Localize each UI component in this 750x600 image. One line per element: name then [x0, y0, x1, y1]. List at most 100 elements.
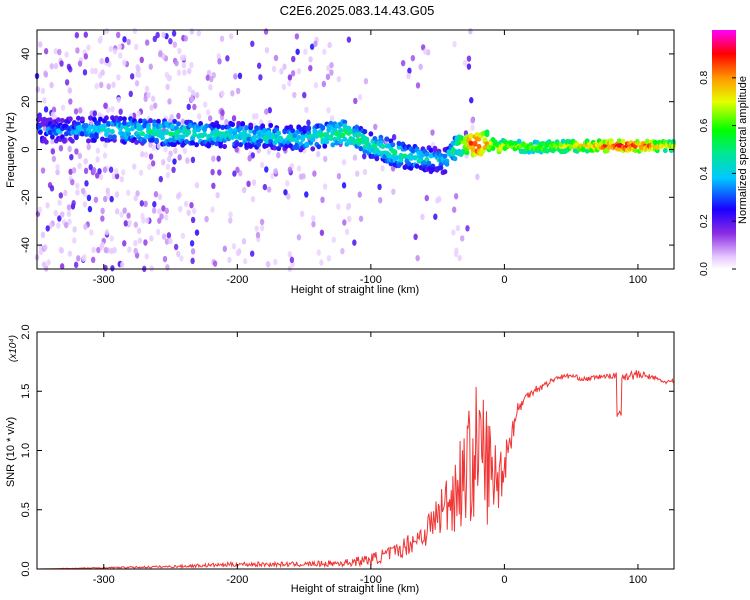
noise-cell [362, 168, 368, 176]
noise-cell [104, 228, 110, 236]
ridge-cell [126, 127, 131, 133]
ridge-cell [430, 166, 436, 173]
noise-cell [144, 39, 150, 46]
ridge-cell [192, 131, 197, 138]
noise-cell [466, 63, 472, 70]
noise-cell [251, 113, 257, 120]
noise-cell [119, 176, 124, 183]
noise-cell [110, 106, 115, 113]
noise-cell [336, 173, 342, 180]
noise-cell [55, 168, 60, 176]
noise-cell [66, 204, 72, 211]
noise-cell [182, 147, 188, 155]
noise-cell [68, 98, 73, 105]
noise-cell [358, 215, 364, 222]
ridge-cell [390, 142, 396, 148]
noise-cell [194, 92, 200, 99]
noise-cell [182, 69, 187, 76]
ridge-cell [266, 133, 272, 139]
noise-cell [357, 94, 363, 101]
noise-cell [228, 211, 233, 218]
y-tick-label: 0.5 [20, 502, 32, 517]
noise-cell [451, 229, 456, 236]
noise-cell [38, 248, 44, 256]
noise-cell [190, 248, 196, 255]
snr-axes: -300 -200 -100 0 100 0.0 0.5 1.0 1.5 2.0 [20, 324, 675, 586]
ridge-cell [396, 144, 402, 150]
noise-cell [175, 193, 181, 200]
ridge-cell [136, 122, 141, 128]
ridge-cell [108, 134, 113, 140]
x-tick-label: -200 [226, 274, 248, 286]
noise-cell [345, 203, 351, 211]
noise-cell [433, 213, 438, 220]
x-tick-label: 0 [501, 574, 507, 586]
ridge-cell [342, 119, 348, 125]
noise-cell [108, 166, 114, 173]
ridge-cell [334, 140, 340, 146]
ridge-cell [238, 142, 244, 148]
ridge-cell [298, 141, 304, 147]
noise-cell [122, 240, 127, 247]
noise-cell [40, 167, 46, 174]
ridge-cell [256, 142, 262, 148]
noise-cell [180, 232, 186, 239]
noise-cell [144, 85, 150, 93]
noise-cell [329, 69, 334, 76]
ridge-cell [358, 146, 364, 152]
noise-cell [150, 160, 156, 167]
ridge-cell [300, 134, 306, 140]
ridge-cell [138, 118, 143, 124]
ridge-cell [304, 141, 310, 147]
ridge-cell [310, 146, 316, 152]
noise-cell [265, 260, 271, 268]
colorbar-ticks: 0.0 0.2 0.4 0.6 0.8 [699, 70, 736, 276]
noise-cell [73, 261, 79, 269]
noise-cell [94, 172, 100, 179]
noise-cell [155, 31, 160, 39]
noise-cell [121, 169, 126, 176]
noise-cell [279, 68, 284, 75]
noise-cell [190, 89, 196, 96]
noise-cell [87, 205, 93, 213]
noise-cell [161, 233, 167, 240]
noise-cell [430, 129, 435, 136]
noise-cell [295, 48, 300, 55]
noise-cell [242, 258, 248, 265]
noise-cell [469, 97, 474, 104]
noise-cell [89, 229, 94, 236]
noise-cell [145, 217, 150, 224]
noise-cell [233, 73, 238, 80]
ridge-cell [84, 123, 89, 129]
noise-cell [70, 178, 75, 186]
noise-cell [289, 256, 295, 264]
ridge-cell [490, 145, 496, 151]
noise-cell [406, 72, 411, 80]
ridge-cell [180, 134, 185, 140]
ridge-cell [246, 136, 252, 142]
noise-cell [273, 258, 278, 266]
noise-cell [40, 87, 46, 95]
noise-cell [410, 54, 416, 62]
ridge-cell [262, 127, 268, 133]
noise-cell [246, 180, 251, 188]
ridge-cell [69, 138, 75, 144]
noise-cell [329, 62, 334, 69]
ridge-cell [120, 131, 125, 137]
ridge-cell [374, 156, 380, 162]
noise-cell [470, 124, 475, 131]
ridge-cell [526, 149, 532, 155]
noise-cell [325, 73, 331, 81]
noise-cell [227, 256, 232, 264]
noise-cell [132, 27, 138, 35]
noise-cell [60, 104, 66, 111]
noise-cell [166, 232, 172, 239]
noise-cell [259, 224, 265, 232]
ridge-cell [544, 148, 550, 154]
noise-cell [256, 62, 262, 69]
ridge-cell [294, 138, 300, 144]
ridge-cell [198, 121, 203, 127]
noise-cell [165, 163, 171, 171]
ridge-cell [80, 116, 85, 122]
noise-cell [100, 69, 105, 76]
